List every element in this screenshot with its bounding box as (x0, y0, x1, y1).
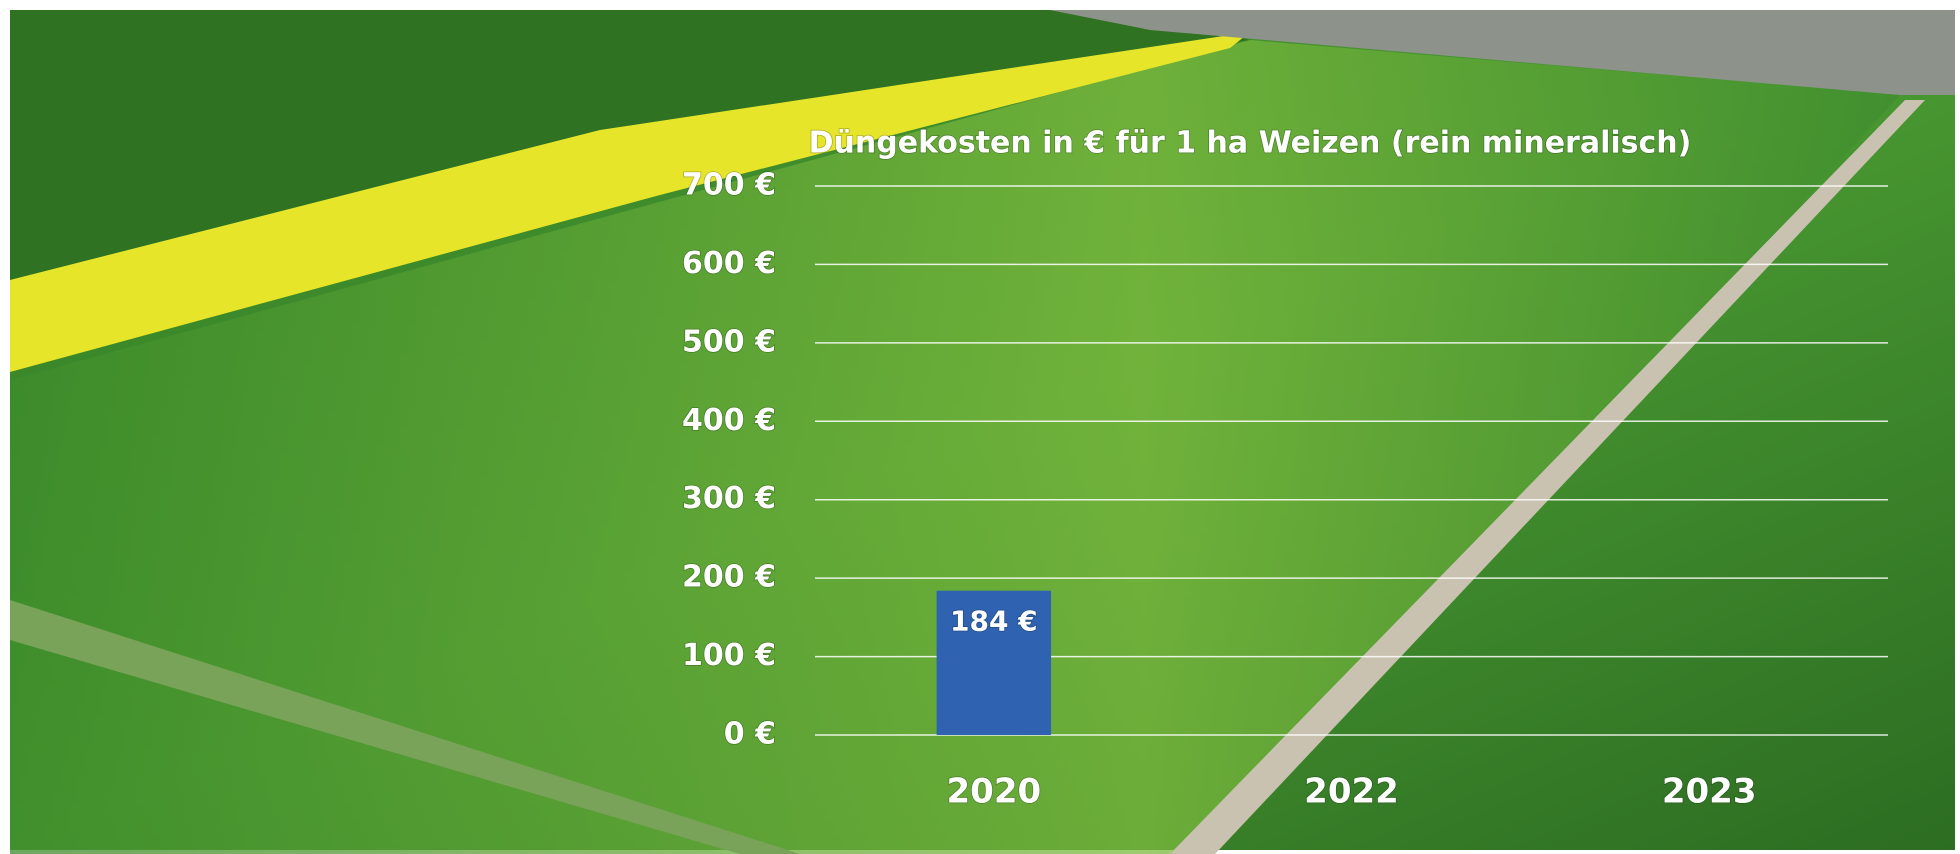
y-tick-label: 600 € (682, 246, 776, 281)
x-tick-label: 2023 (1662, 772, 1757, 812)
y-tick-label: 100 € (682, 638, 776, 673)
x-tick-label: 2020 (947, 772, 1042, 812)
y-tick-label: 400 € (682, 403, 776, 438)
y-tick-label: 0 € (724, 717, 776, 752)
value-label: 184 € (950, 605, 1038, 638)
y-tick-label: 200 € (682, 560, 776, 595)
x-tick-label: 2022 (1304, 772, 1399, 812)
background-photo (10, 10, 1955, 854)
y-tick-label: 700 € (682, 168, 776, 203)
bar (936, 590, 1052, 735)
chart-title: Düngekosten in € für 1 ha Weizen (rein m… (809, 126, 1692, 161)
y-tick-label: 500 € (682, 324, 776, 359)
y-tick-label: 300 € (682, 481, 776, 516)
